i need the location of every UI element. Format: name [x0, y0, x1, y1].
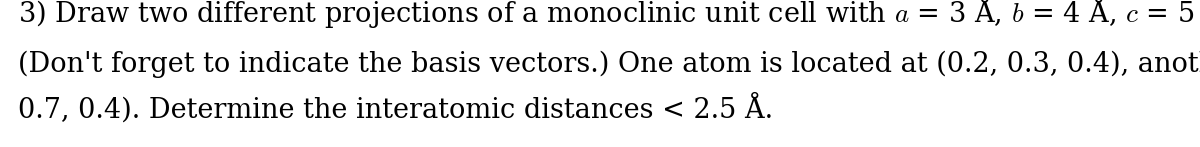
Text: (Don't forget to indicate the basis vectors.) One atom is located at (0.2, 0.3, : (Don't forget to indicate the basis vect… — [18, 51, 1200, 78]
Text: 3) Draw two different projections of a monoclinic unit cell with $\mathit{a}$ = : 3) Draw two different projections of a m… — [18, 0, 1200, 30]
Text: 0.7, 0.4). Determine the interatomic distances < 2.5 Å.: 0.7, 0.4). Determine the interatomic dis… — [18, 93, 773, 124]
